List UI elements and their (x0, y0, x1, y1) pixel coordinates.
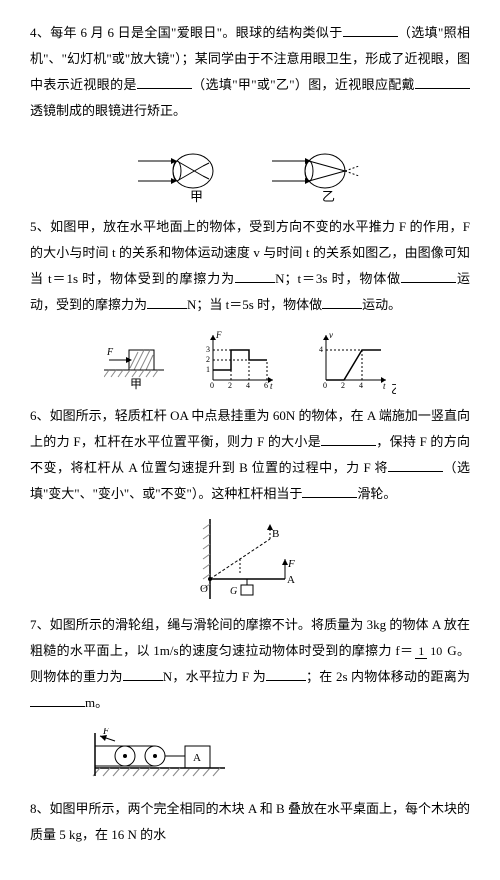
svg-text:A: A (193, 752, 201, 764)
question-4: 4、每年 6 月 6 日是全国"爱眼日"。眼球的结构类似于（选填"照相机"、"幻… (30, 20, 470, 124)
q6-number: 6、 (30, 408, 50, 423)
svg-text:4: 4 (319, 345, 323, 354)
q7-text-d: ；在 2s 内物体移动的距离为 (306, 669, 470, 684)
svg-text:甲: 甲 (130, 377, 142, 390)
q6-figure: O A B F G (30, 519, 470, 604)
q4-blank-2[interactable] (137, 74, 192, 89)
question-6: 6、如图所示，轻质杠杆 OA 中点悬挂重为 60N 的物体，在 A 端施加一竖直… (30, 403, 470, 507)
q4-eye-diagram-jia: 甲 (133, 136, 233, 206)
q7-number: 7、 (30, 617, 50, 632)
q5-figure: F 甲 F t 1 2 3 0 2 4 6 v t (30, 330, 470, 395)
q7-blank-2[interactable] (266, 666, 306, 681)
q7-blank-1[interactable] (123, 666, 163, 681)
q5-blank-1[interactable] (235, 268, 275, 283)
q5-text-b: N；t＝3s 时，物体做 (275, 271, 401, 286)
svg-text:G: G (230, 586, 237, 597)
question-5: 5、如图甲，放在水平地面上的物体，受到方向不变的水平推力 F 的作用，F 的大小… (30, 214, 470, 318)
q8-text-a: 如图甲所示，两个完全相同的木块 A 和 B 叠放在水平桌面上，每个木块的质量 5… (30, 801, 470, 842)
q4-text-d: 透镜制成的眼镜进行矫正。 (30, 103, 186, 118)
q6-blank-2[interactable] (388, 457, 443, 472)
svg-text:4: 4 (359, 381, 363, 390)
q4-number: 4、 (30, 25, 50, 40)
q5-graph-v: v t 4 0 2 4 乙 (311, 330, 396, 395)
q4-text-c: （选填"甲"或"乙"）图，近视眼应配戴 (192, 77, 415, 92)
q7-text-e: m。 (85, 695, 108, 710)
q6-blank-1[interactable] (321, 431, 376, 446)
question-8: 8、如图甲所示，两个完全相同的木块 A 和 B 叠放在水平桌面上，每个木块的质量… (30, 796, 470, 848)
svg-text:1: 1 (206, 365, 210, 374)
q5-number: 5、 (30, 219, 50, 234)
svg-text:F: F (215, 330, 222, 340)
svg-text:0: 0 (210, 381, 214, 390)
q5-blank-2[interactable] (401, 268, 456, 283)
svg-text:甲: 甲 (190, 189, 203, 204)
svg-text:t: t (270, 381, 273, 391)
q4-figure: 甲 乙 (30, 136, 470, 206)
q5-text-d: N；当 t＝5s 时，物体做 (187, 297, 322, 312)
q7-figure: A F (30, 728, 470, 788)
svg-text:F: F (106, 347, 114, 358)
svg-text:4: 4 (246, 381, 250, 390)
q5-text-e: 运动。 (362, 297, 401, 312)
svg-text:2: 2 (228, 381, 232, 390)
svg-text:乙: 乙 (322, 189, 335, 204)
svg-text:v: v (329, 330, 333, 340)
q7-pulley-diagram: A F (85, 728, 235, 788)
q6-blank-3[interactable] (302, 483, 357, 498)
svg-text:t: t (383, 381, 386, 391)
svg-text:F: F (102, 728, 110, 737)
svg-text:B: B (272, 528, 279, 540)
q8-number: 8、 (30, 801, 50, 816)
q7-blank-3[interactable] (30, 692, 85, 707)
svg-text:F: F (287, 558, 295, 570)
svg-text:2: 2 (341, 381, 345, 390)
q5-graph-f: F t 1 2 3 0 2 4 6 (198, 330, 278, 395)
q6-text-d: 滑轮。 (357, 486, 396, 501)
q4-eye-diagram-yi: 乙 (267, 136, 367, 206)
svg-text:乙: 乙 (391, 382, 396, 395)
q7-text-c: N，水平拉力 F 为 (163, 669, 266, 684)
question-7: 7、如图所示的滑轮组，绳与滑轮间的摩擦不计。将质量为 3kg 的物体 A 放在粗… (30, 612, 470, 716)
q4-blank-1[interactable] (343, 22, 398, 37)
q5-blank-3[interactable] (147, 294, 187, 309)
svg-text:O: O (200, 583, 208, 595)
svg-text:A: A (287, 574, 295, 586)
svg-text:3: 3 (206, 345, 210, 354)
q7-text-a: 如图所示的滑轮组，绳与滑轮间的摩擦不计。将质量为 3kg 的物体 A 放在粗糙的… (30, 617, 470, 658)
svg-text:2: 2 (206, 355, 210, 364)
q7-fraction: 110 (415, 645, 445, 658)
q4-blank-3[interactable] (415, 74, 470, 89)
q5-blank-4[interactable] (322, 294, 362, 309)
svg-text:0: 0 (323, 381, 327, 390)
q5-block-diagram: F 甲 (104, 335, 164, 390)
svg-text:6: 6 (264, 381, 268, 390)
q6-lever-diagram: O A B F G (195, 519, 305, 604)
q4-text-a: 每年 6 月 6 日是全国"爱眼日"。眼球的结构类似于 (50, 25, 342, 40)
